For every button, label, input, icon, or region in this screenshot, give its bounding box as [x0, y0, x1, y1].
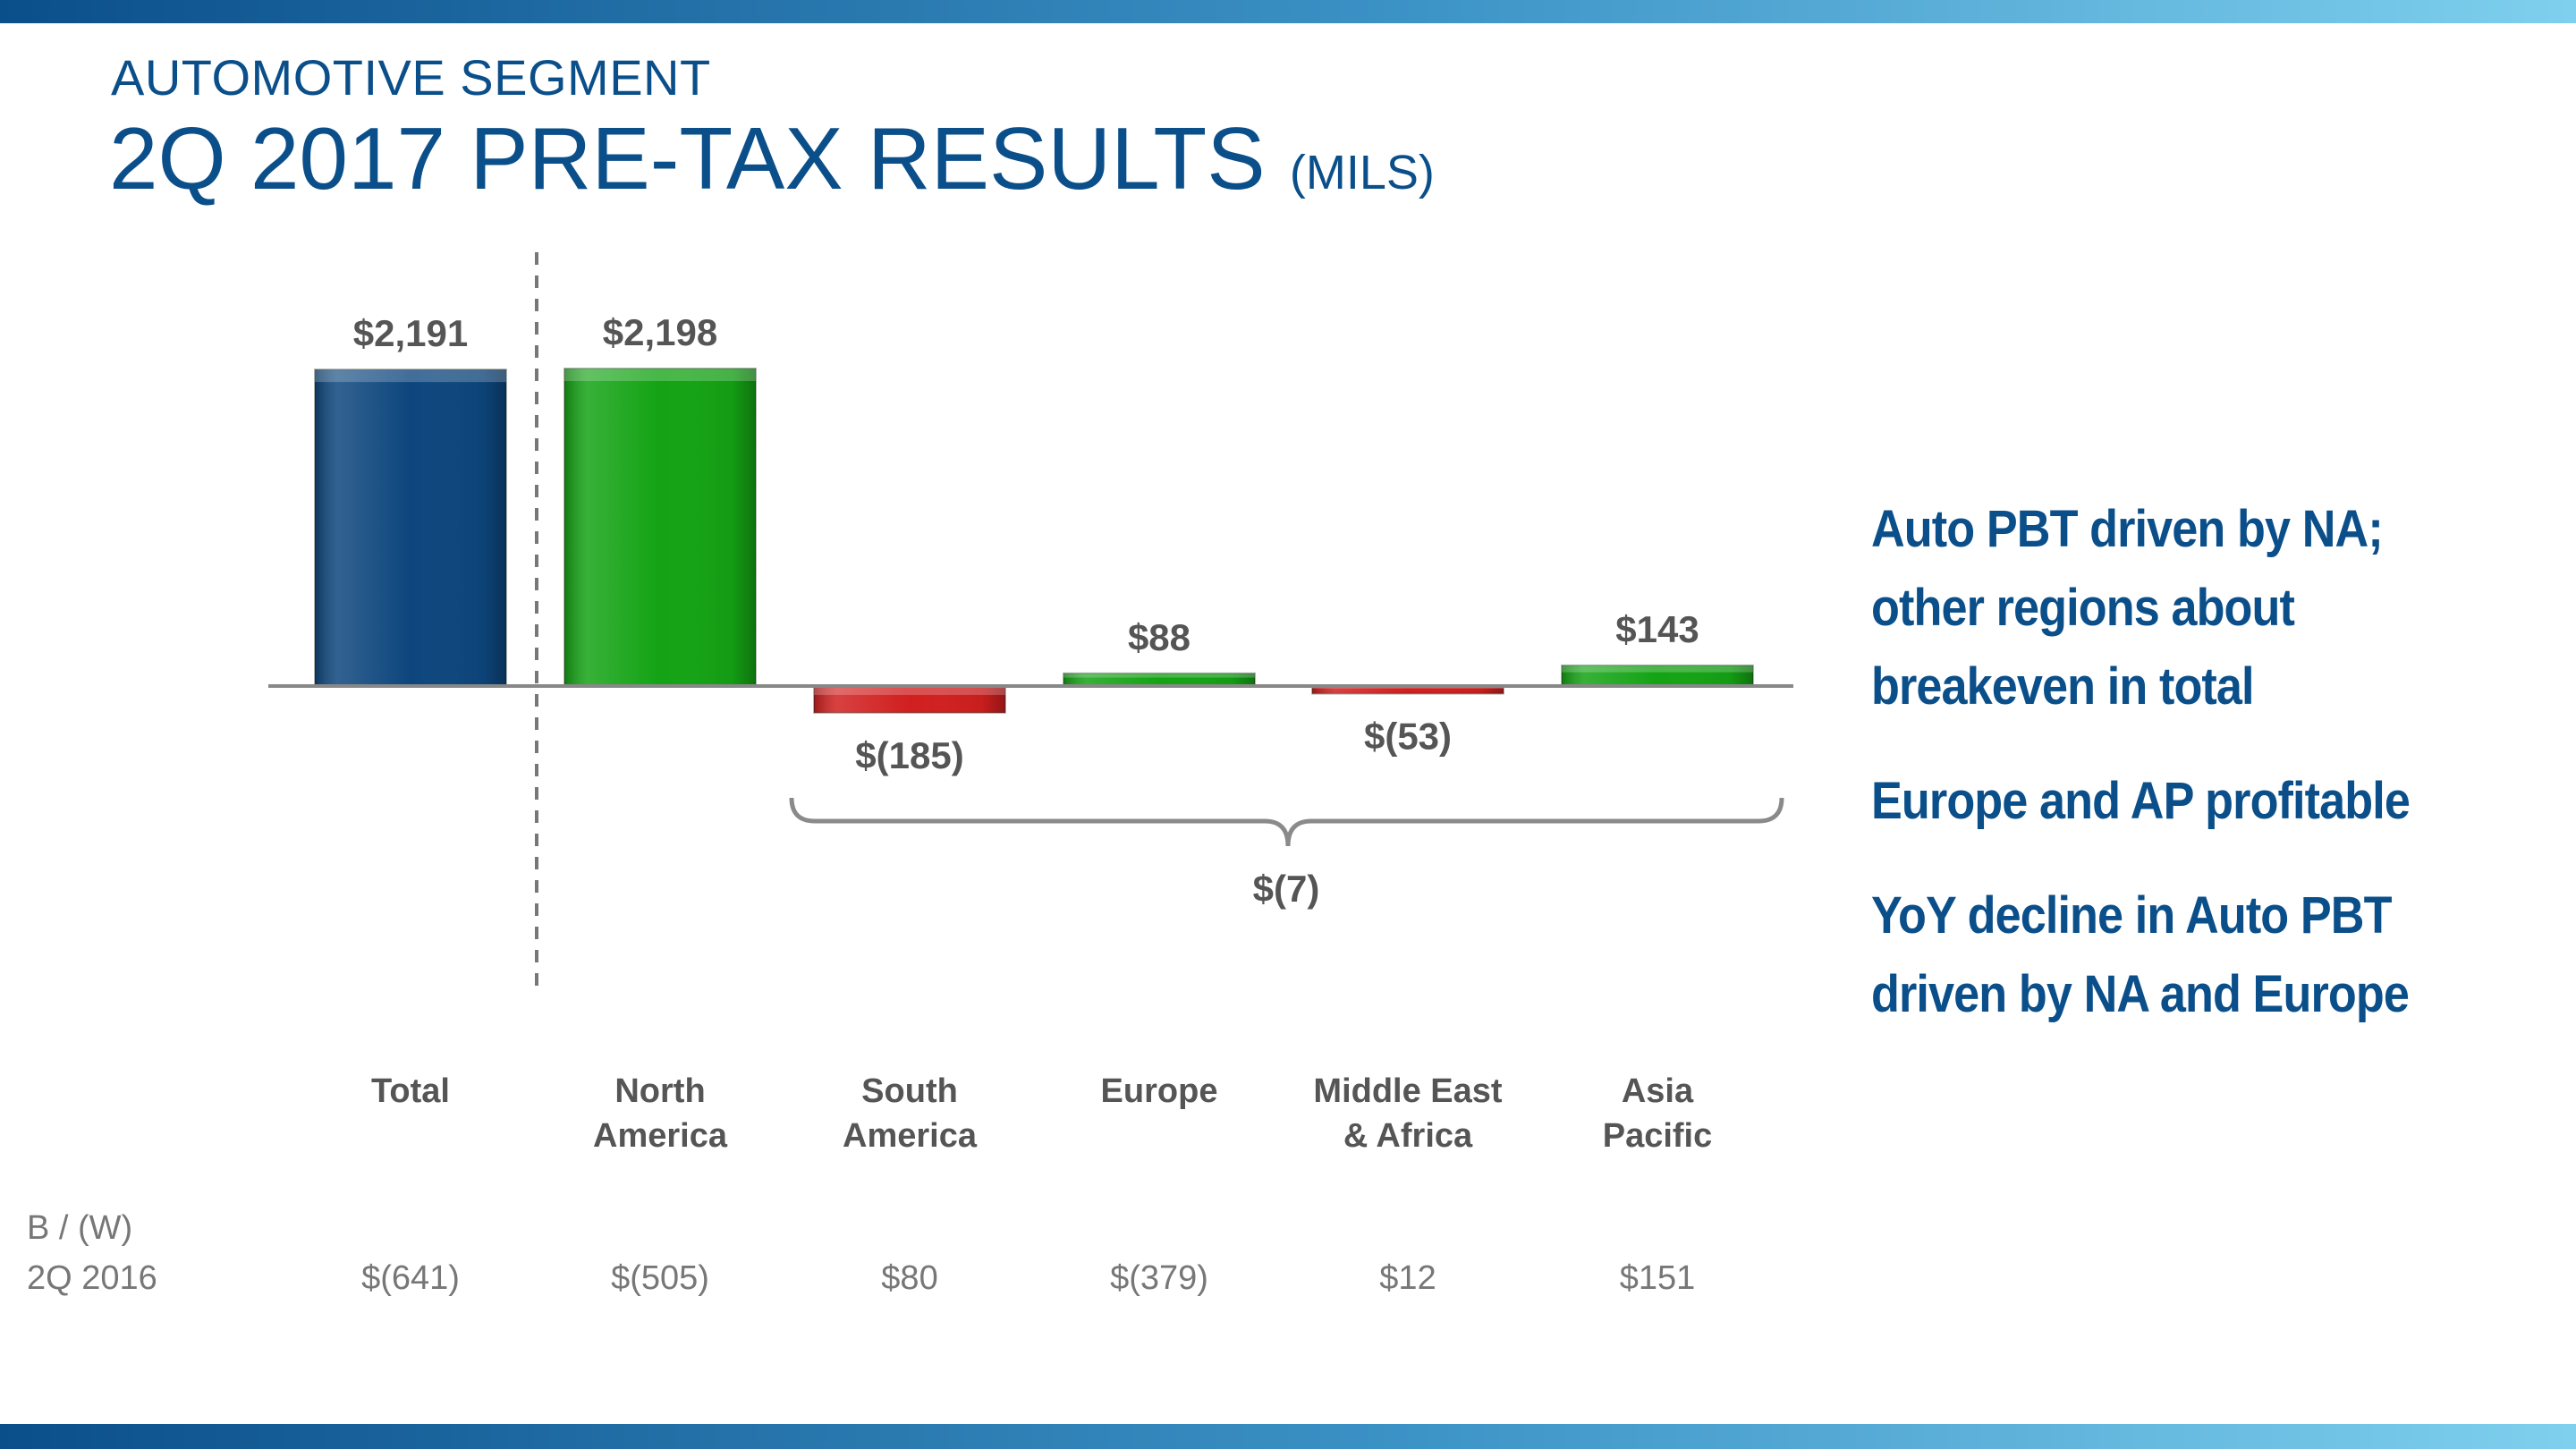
section-kicker: AUTOMOTIVE SEGMENT — [111, 49, 711, 106]
category-label-middle-east-and-africa: Middle East & Africa — [1313, 1072, 1502, 1155]
data-label-total: $2,191 — [353, 312, 468, 354]
comparison-value-asia-pacific: $151 — [1619, 1259, 1696, 1297]
data-label-asia-pacific: $143 — [1615, 608, 1699, 650]
comparison-value-total: $(641) — [361, 1259, 460, 1297]
category-label-total: Total — [371, 1072, 450, 1110]
comparison-label-line2: 2Q 2016 — [27, 1259, 157, 1297]
bullet-1: Auto PBT driven by NA; other regions abo… — [1871, 500, 2384, 716]
comparison-value-middle-east-and-africa: $12 — [1379, 1259, 1436, 1297]
title-text: 2Q 2017 PRE-TAX RESULTS — [109, 109, 1266, 208]
bullet-2: Europe and AP profitable — [1871, 772, 2411, 830]
comparison-value-europe: $(379) — [1110, 1259, 1208, 1297]
page-title: 2Q 2017 PRE-TAX RESULTS (MILS) — [109, 114, 1435, 202]
regions-bracket — [789, 797, 1784, 847]
bar-asia-pacific — [1561, 664, 1754, 687]
comparison-value-south-america: $80 — [881, 1259, 938, 1297]
bar-north-america — [564, 368, 757, 687]
bar-total — [314, 369, 507, 687]
data-label-middle-east-and-africa: $(53) — [1364, 716, 1452, 758]
bar-south-america — [813, 685, 1006, 714]
takeaways: Auto PBT driven by NA; other regions abo… — [1871, 490, 2551, 1070]
category-label-south-america: South America — [843, 1072, 978, 1155]
comparison-value-north-america: $(505) — [611, 1259, 709, 1297]
category-label-asia-pacific: Asia Pacific — [1603, 1072, 1713, 1155]
data-label-europe: $88 — [1128, 616, 1191, 658]
data-label-north-america: $2,198 — [603, 311, 717, 353]
bar-europe — [1063, 672, 1256, 688]
title-unit: (MILS) — [1289, 146, 1435, 199]
bullet-3: YoY decline in Auto PBT driven by NA and… — [1871, 886, 2410, 1023]
data-label-south-america: $(185) — [855, 734, 963, 776]
category-label-europe: Europe — [1101, 1072, 1218, 1110]
bottom-gradient-band — [0, 1424, 2576, 1449]
top-gradient-band — [0, 0, 2576, 23]
category-label-north-america: North America — [593, 1072, 728, 1155]
comparison-label-line1: B / (W) — [27, 1209, 133, 1247]
bracket-label: $(7) — [1253, 868, 1320, 910]
